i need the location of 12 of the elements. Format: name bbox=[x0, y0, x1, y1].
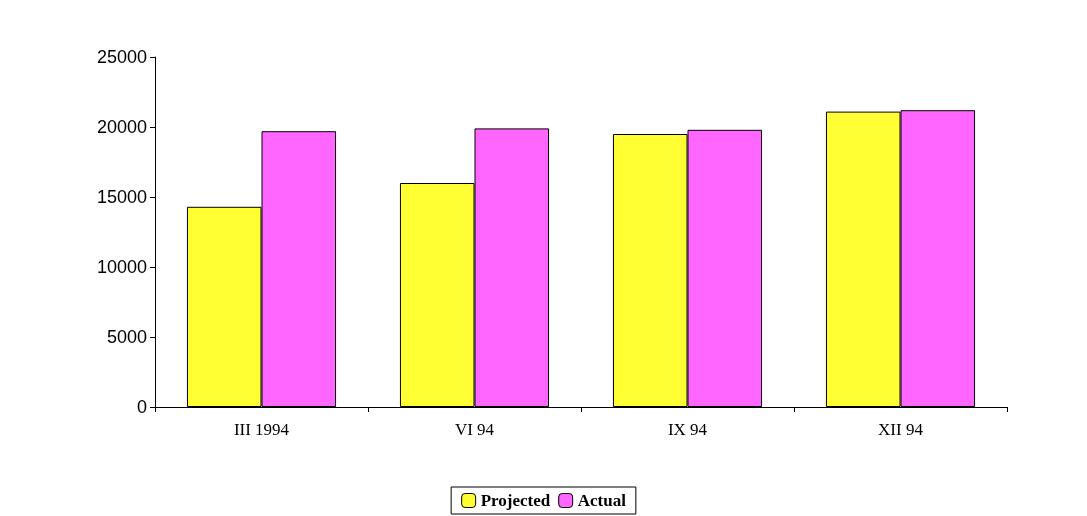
y-tick-label: 0 bbox=[136, 397, 147, 417]
y-tick-label: 20000 bbox=[96, 117, 147, 137]
legend-label: Actual bbox=[577, 491, 627, 510]
y-tick-label: 5000 bbox=[106, 327, 147, 347]
x-tick-label: XII 94 bbox=[878, 420, 924, 439]
legend-label: Projected bbox=[480, 491, 551, 510]
x-tick-label: IX 94 bbox=[667, 420, 708, 439]
x-tick-label: III 1994 bbox=[233, 420, 290, 439]
y-tick-label: 15000 bbox=[96, 187, 147, 207]
y-tick-label: 25000 bbox=[96, 47, 147, 67]
y-tick-label: 10000 bbox=[96, 257, 147, 277]
x-tick-label: VI 94 bbox=[454, 420, 495, 439]
